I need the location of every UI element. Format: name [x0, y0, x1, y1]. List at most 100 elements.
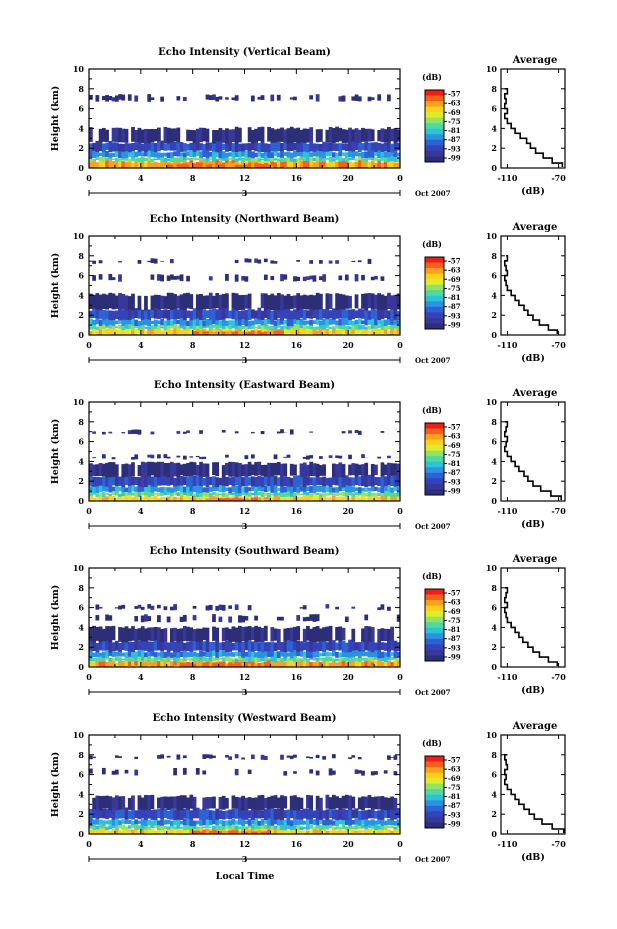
heatmap-cell — [257, 807, 262, 819]
heatmap-cell — [257, 656, 262, 662]
heatmap-cell — [238, 808, 242, 819]
heatmap-cell — [241, 464, 245, 477]
heatmap-cell — [218, 658, 223, 660]
heatmap-cell — [173, 826, 177, 830]
heatmap-cell — [338, 462, 343, 478]
heatmap-cell — [150, 490, 155, 497]
heatmap-cell — [364, 487, 369, 492]
heatmap-cell — [364, 497, 369, 501]
heatmap-cell — [221, 498, 226, 501]
heatmap-cell — [331, 158, 336, 162]
heatmap-cell — [228, 157, 233, 160]
heatmap-cell — [228, 825, 233, 829]
heatmap-cell — [312, 661, 317, 667]
heatmap-cell — [176, 817, 181, 826]
colorbar-swatch — [425, 644, 444, 651]
heatmap-cell — [387, 650, 391, 658]
heatmap-cell — [328, 293, 333, 310]
heatmap-cell — [380, 808, 385, 820]
heatmap-cell — [160, 828, 165, 833]
colorbar-tick-label: -99 — [448, 321, 461, 330]
heatmap-cell — [176, 431, 181, 434]
heatmap-cell — [283, 308, 288, 319]
heatmap-cell — [393, 820, 398, 826]
heatmap-cell — [92, 275, 96, 281]
heatmap-cell — [335, 497, 339, 501]
heatmap-cell — [150, 158, 155, 163]
heatmap-cell — [195, 830, 200, 834]
heatmap-cell — [361, 818, 365, 825]
heatmap-cell — [331, 143, 336, 151]
heatmap-cell — [390, 328, 395, 335]
heatmap-cell — [137, 604, 142, 609]
heatmap-cell — [247, 640, 252, 652]
heatmap-cell — [238, 150, 242, 158]
heatmap-cell — [263, 162, 268, 168]
heatmap-cell — [380, 150, 385, 159]
heatmap-cell — [273, 817, 278, 825]
heatmap-cell — [280, 161, 284, 168]
heatmap-cell — [244, 797, 249, 811]
heatmap-cell — [367, 650, 372, 658]
heatmap-cell — [325, 324, 330, 329]
heatmap-cell — [169, 808, 174, 820]
heatmap-cell — [147, 795, 152, 810]
heatmap-cell — [260, 627, 265, 642]
heatmap-cell — [205, 310, 210, 318]
heatmap-cell — [377, 496, 382, 501]
heatmap-cell — [273, 295, 278, 311]
heatmap-cell — [137, 825, 142, 830]
heatmap-cell — [118, 756, 122, 758]
heatmap-cell — [114, 490, 119, 496]
heatmap-cell — [374, 486, 378, 491]
heatmap-cell — [241, 143, 245, 152]
heatmap-cell — [383, 307, 388, 319]
heatmap-cell — [192, 615, 197, 621]
y-axis-label: Height (km) — [50, 86, 61, 152]
heatmap-cell — [160, 660, 165, 667]
heatmap-cell — [212, 331, 216, 335]
heatmap-cell — [124, 807, 129, 820]
heatmap-cell — [163, 309, 168, 319]
heatmap-cell — [166, 616, 171, 623]
heatmap-cell — [92, 810, 96, 819]
heatmap-cell — [351, 495, 356, 501]
heatmap-cell — [186, 151, 190, 156]
heatmap-cell — [176, 657, 181, 663]
heatmap-cell — [195, 325, 200, 329]
heatmap-cell — [121, 652, 126, 657]
heatmap-cell — [319, 640, 323, 652]
heatmap-cell — [105, 650, 109, 658]
heatmap-cell — [380, 309, 385, 320]
heatmap-cell — [254, 128, 258, 143]
heatmap-cell — [357, 650, 362, 659]
heatmap-cell — [302, 617, 307, 622]
heatmap-cell — [105, 830, 109, 834]
heatmap-cell — [280, 649, 284, 657]
heatmap-cell — [280, 429, 284, 434]
heatmap-cell — [111, 325, 116, 330]
heatmap-cell — [118, 158, 122, 161]
heatmap-cell — [351, 640, 356, 651]
heatmap-cell — [312, 626, 317, 643]
heatmap-cell — [208, 754, 213, 759]
heatmap-cell — [182, 324, 187, 330]
colorbar-swatch — [425, 589, 444, 595]
heatmap-cell — [140, 827, 145, 834]
heatmap-cell — [296, 650, 301, 657]
heatmap-cell — [238, 615, 242, 623]
heatmap-cell — [163, 796, 168, 809]
heatmap-cell — [348, 150, 352, 158]
heatmap-cell — [396, 129, 401, 142]
heatmap-cell — [202, 651, 207, 656]
heatmap-cell — [335, 796, 339, 809]
heatmap-cell — [166, 152, 171, 159]
heatmap-cell — [319, 825, 323, 830]
heatmap-cell — [380, 827, 385, 834]
echo-panel: Echo Intensity (Southward Beam)0246810He… — [50, 546, 566, 697]
heatmap-cell — [121, 660, 126, 667]
heatmap-cell — [101, 149, 106, 157]
heatmap-cell — [179, 809, 184, 821]
heatmap-cell — [331, 162, 336, 168]
heatmap-cell — [357, 810, 362, 821]
